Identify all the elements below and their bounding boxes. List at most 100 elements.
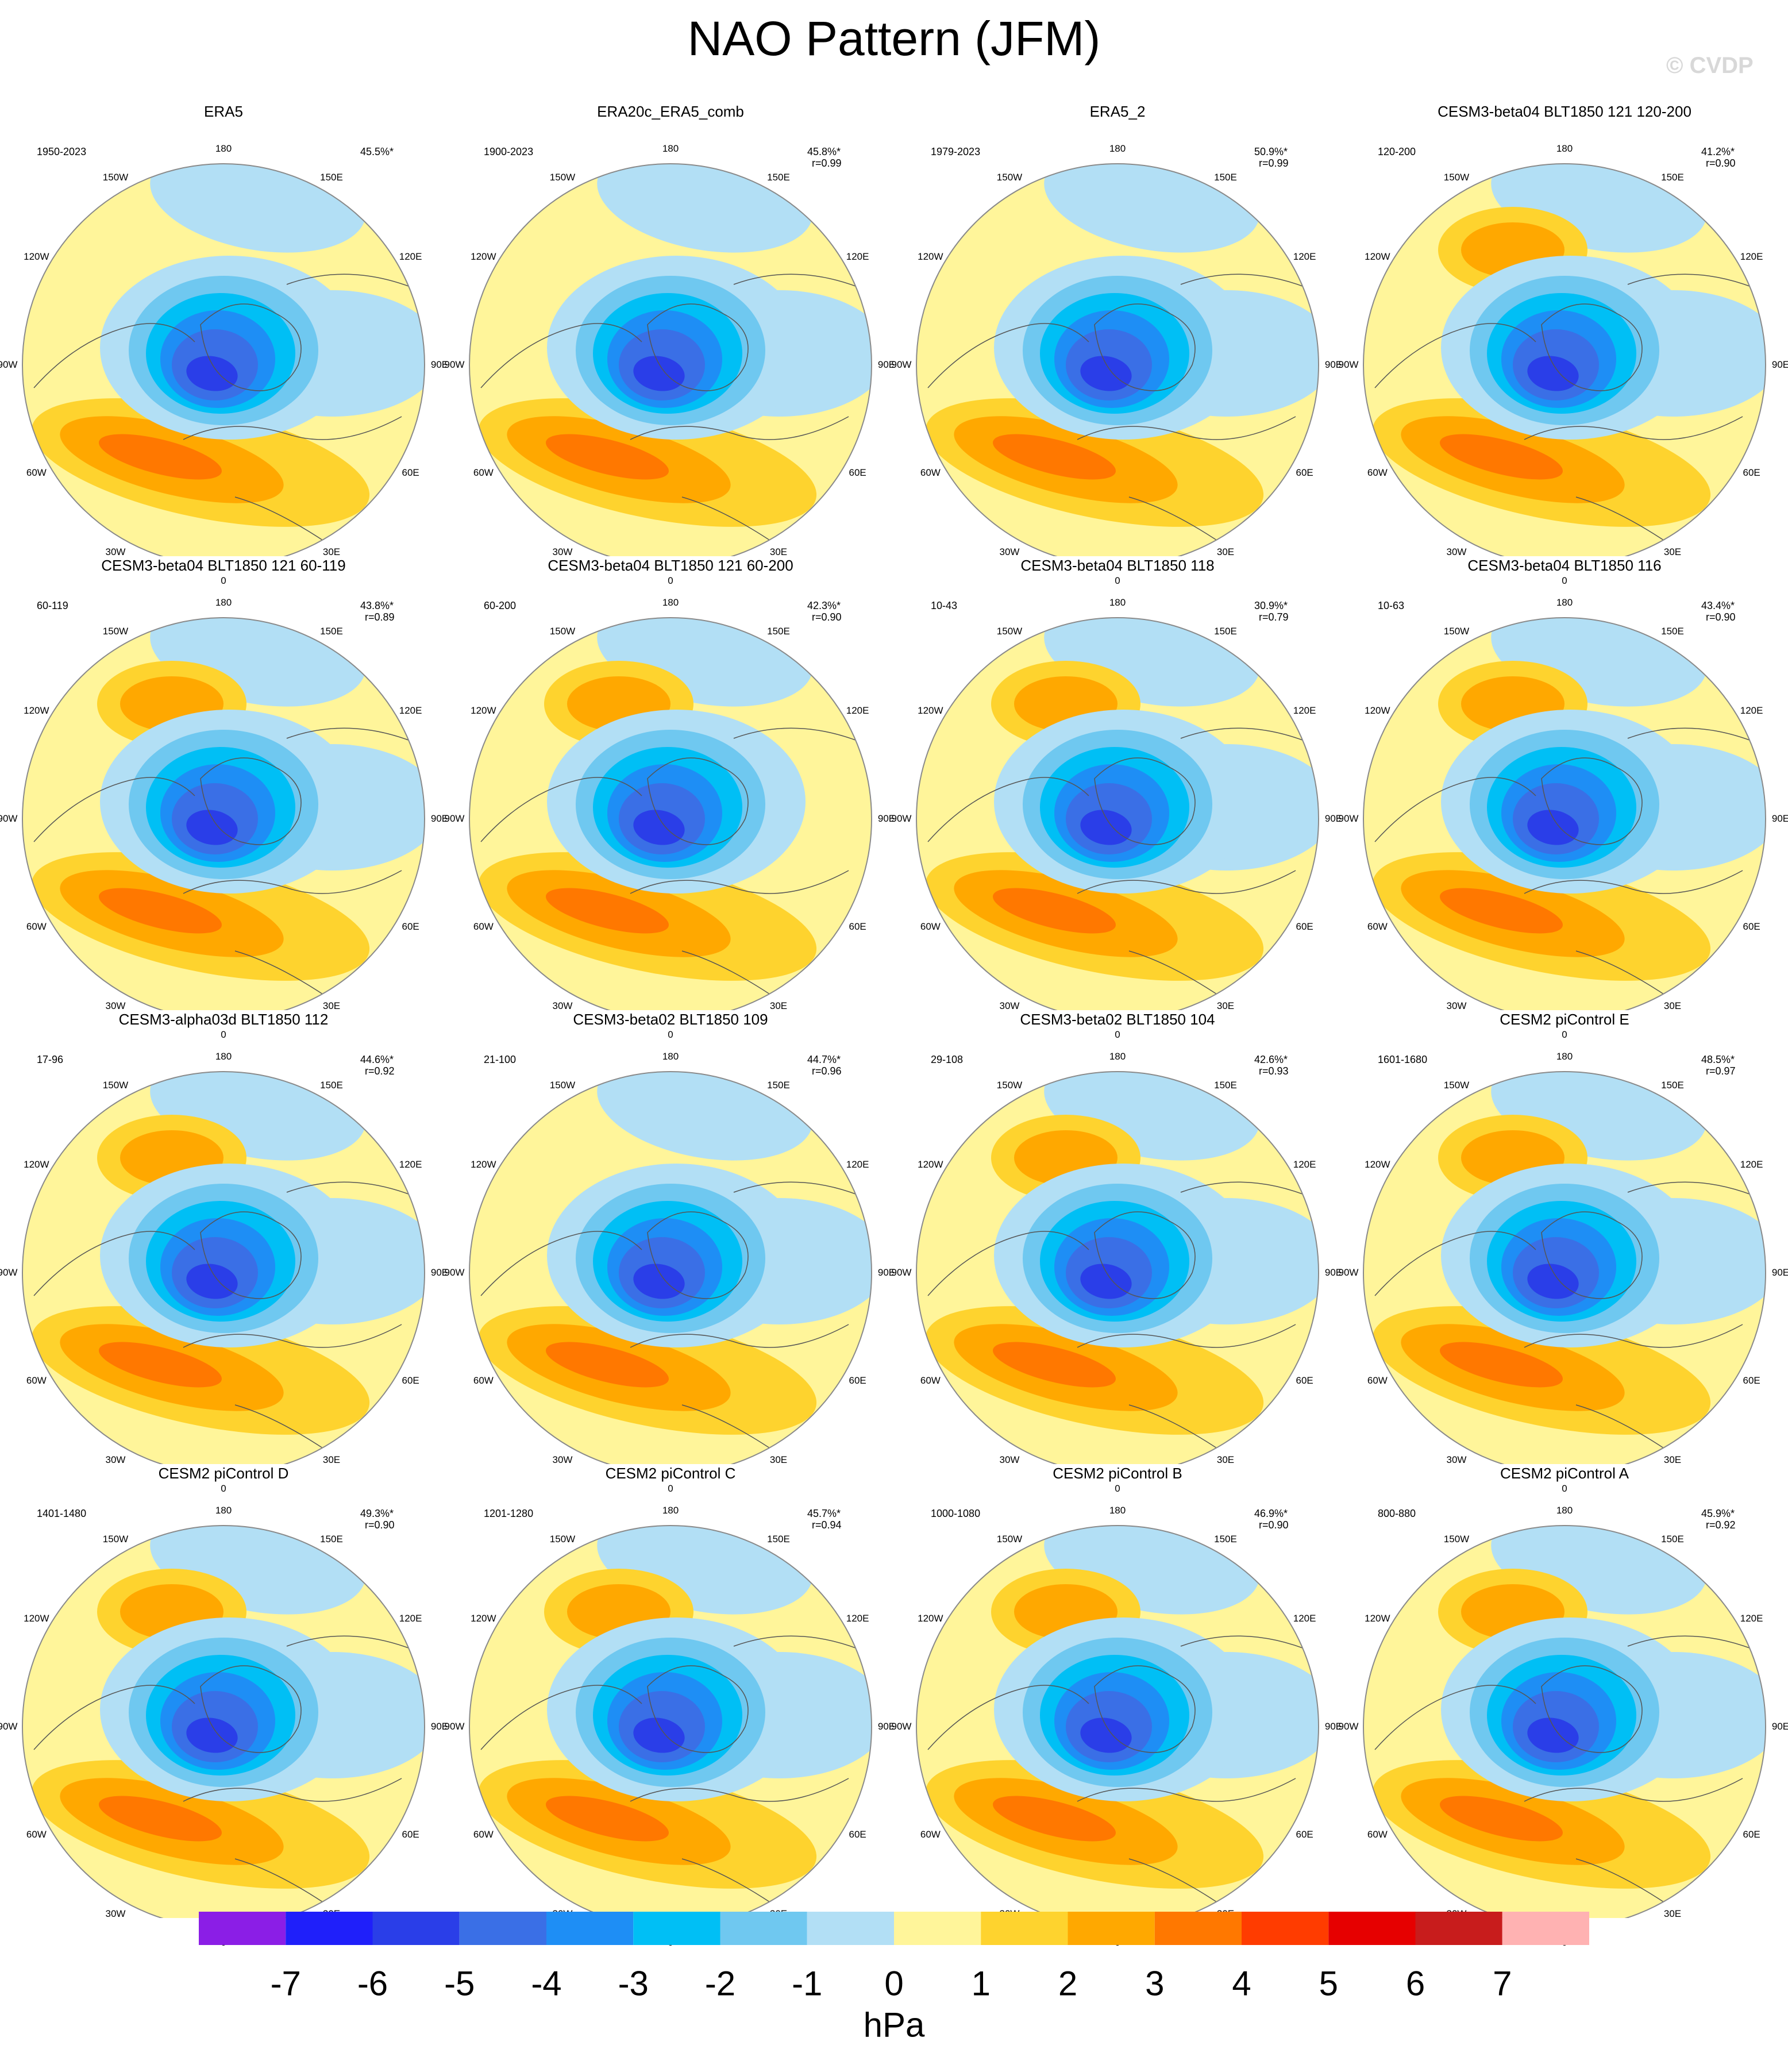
colorbar-tick-label: 5 bbox=[1319, 1964, 1338, 2003]
europe-coastline bbox=[630, 1324, 849, 1348]
panel-correlation: r=0.97 bbox=[1706, 1065, 1736, 1077]
longitude-label: 180 bbox=[1556, 597, 1573, 608]
longitude-label: 150W bbox=[996, 1080, 1023, 1091]
longitude-label: 30W bbox=[999, 1000, 1020, 1011]
longitude-label: 90W bbox=[0, 1267, 18, 1278]
europe-coastline bbox=[630, 1778, 849, 1802]
panel-correlation: r=0.93 bbox=[1259, 1065, 1289, 1077]
longitude-label: 150W bbox=[1443, 172, 1470, 183]
panel-years: 21-100 bbox=[484, 1054, 517, 1065]
longitude-label: 180 bbox=[1109, 143, 1126, 154]
colorbar-box bbox=[1502, 1912, 1589, 1945]
panel-years: 1601-1680 bbox=[1378, 1054, 1428, 1065]
america-coastline bbox=[927, 323, 1089, 388]
africa-coastline bbox=[681, 950, 774, 998]
longitude-label: 90E bbox=[430, 1267, 449, 1278]
america-coastline bbox=[1374, 323, 1536, 388]
colorbar-tick-label: -7 bbox=[270, 1964, 301, 2003]
colorbar-tick-label: -3 bbox=[618, 1964, 649, 2003]
siberia-coastline bbox=[733, 1635, 866, 1653]
map-border bbox=[22, 163, 425, 556]
longitude-label: 60E bbox=[849, 1375, 866, 1386]
panel-years: 1000-1080 bbox=[931, 1508, 981, 1519]
polar-map bbox=[22, 617, 425, 1010]
longitude-label: 150W bbox=[996, 626, 1023, 637]
longitude-label: 0 bbox=[1115, 575, 1120, 586]
longitude-label: 120E bbox=[846, 1159, 869, 1170]
longitude-label: 120E bbox=[846, 251, 869, 262]
map-panel: CESM2 piControl C 1201-1280 45.7%* r=0.94 18… bbox=[445, 1464, 896, 1948]
panel-years: 10-43 bbox=[931, 600, 958, 611]
longitude-label: 90W bbox=[891, 1721, 912, 1732]
longitude-label: 90E bbox=[1324, 1267, 1343, 1278]
polar-map bbox=[469, 1525, 872, 1918]
panel-title: CESM3-beta04 BLT1850 116 bbox=[1467, 557, 1662, 574]
longitude-label: 60W bbox=[1367, 1375, 1388, 1386]
polar-map bbox=[469, 163, 872, 556]
longitude-label: 120E bbox=[1293, 705, 1316, 716]
panel-correlation: r=0.90 bbox=[1259, 1519, 1289, 1531]
atlantic-high-core bbox=[1440, 434, 1563, 480]
longitude-label: 150W bbox=[549, 626, 576, 637]
map-panel: ERA5 1950-2023 45.5%* 180 150E 120E 90E 60E 30E 0… bbox=[0, 102, 448, 586]
atlantic-high-core bbox=[1440, 1342, 1563, 1388]
longitude-label: 90W bbox=[0, 359, 18, 370]
panel-variance: 45.8%* bbox=[807, 146, 841, 157]
america-coastline bbox=[480, 777, 642, 842]
longitude-label: 30W bbox=[1446, 1454, 1467, 1465]
greenland-coastline bbox=[647, 1211, 749, 1299]
map-panel: CESM3-beta04 BLT1850 121 60-119 60-119 43.… bbox=[0, 556, 448, 1040]
atlantic-high-core bbox=[993, 888, 1116, 934]
panel-correlation: r=0.99 bbox=[812, 157, 842, 169]
longitude-label: 90E bbox=[877, 813, 896, 824]
colorbar-box bbox=[1068, 1912, 1155, 1945]
atlantic-high-core bbox=[546, 888, 669, 934]
longitude-label: 90W bbox=[1338, 813, 1359, 824]
panel-variance: 43.4%* bbox=[1701, 600, 1735, 611]
panel-variance: 44.6%* bbox=[360, 1054, 394, 1065]
atlantic-high-core bbox=[99, 888, 222, 934]
longitude-label: 120W bbox=[918, 1613, 943, 1624]
atlantic-high-core bbox=[993, 1342, 1116, 1388]
longitude-label: 180 bbox=[1556, 143, 1573, 154]
colorbar-box bbox=[1415, 1912, 1502, 1945]
longitude-label: 30E bbox=[322, 1454, 341, 1465]
polar-map bbox=[916, 1071, 1319, 1464]
polar-map bbox=[22, 163, 425, 556]
longitude-label: 60E bbox=[402, 1829, 419, 1840]
longitude-label: 150E bbox=[1214, 172, 1237, 183]
longitude-label: 0 bbox=[668, 1483, 673, 1494]
longitude-label: 150E bbox=[320, 172, 343, 183]
siberia-coastline bbox=[286, 1181, 419, 1199]
panel-correlation: r=0.96 bbox=[812, 1065, 842, 1077]
atlantic-high-core bbox=[1440, 888, 1563, 934]
longitude-label: 120W bbox=[471, 705, 496, 716]
panel-correlation: r=0.89 bbox=[365, 611, 395, 623]
longitude-label: 120W bbox=[24, 1613, 49, 1624]
panel-years: 1201-1280 bbox=[484, 1508, 534, 1519]
map-border bbox=[916, 163, 1319, 556]
longitude-label: 90E bbox=[1771, 359, 1788, 370]
colorbar-box bbox=[1328, 1912, 1416, 1945]
panel-years: 1900-2023 bbox=[484, 146, 534, 157]
siberia-coastline bbox=[286, 274, 419, 291]
longitude-label: 30E bbox=[1663, 1454, 1682, 1465]
greenland-coastline bbox=[1541, 303, 1643, 391]
longitude-label: 120E bbox=[846, 705, 869, 716]
africa-coastline bbox=[1575, 950, 1668, 998]
longitude-label: 150W bbox=[549, 172, 576, 183]
colorbar-box bbox=[546, 1912, 634, 1945]
panel-variance: 42.3%* bbox=[807, 600, 841, 611]
polar-map bbox=[1363, 1071, 1766, 1464]
longitude-label: 60E bbox=[1743, 921, 1760, 932]
longitude-label: 30W bbox=[105, 1000, 126, 1011]
longitude-label: 150W bbox=[102, 626, 129, 637]
america-coastline bbox=[480, 1231, 642, 1296]
longitude-label: 60W bbox=[26, 1829, 47, 1840]
map-border bbox=[469, 163, 872, 556]
polar-map bbox=[916, 163, 1319, 556]
longitude-label: 120W bbox=[918, 705, 943, 716]
longitude-label: 30W bbox=[105, 1908, 126, 1919]
map-panel: CESM3-beta02 BLT1850 109 21-100 44.7%* r=0.… bbox=[445, 1010, 896, 1494]
panel-years: 800-880 bbox=[1378, 1508, 1416, 1519]
